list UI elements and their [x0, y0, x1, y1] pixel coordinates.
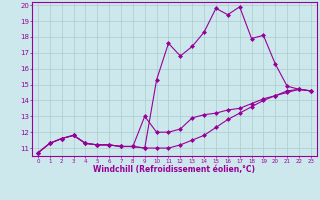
X-axis label: Windchill (Refroidissement éolien,°C): Windchill (Refroidissement éolien,°C) [93, 165, 255, 174]
